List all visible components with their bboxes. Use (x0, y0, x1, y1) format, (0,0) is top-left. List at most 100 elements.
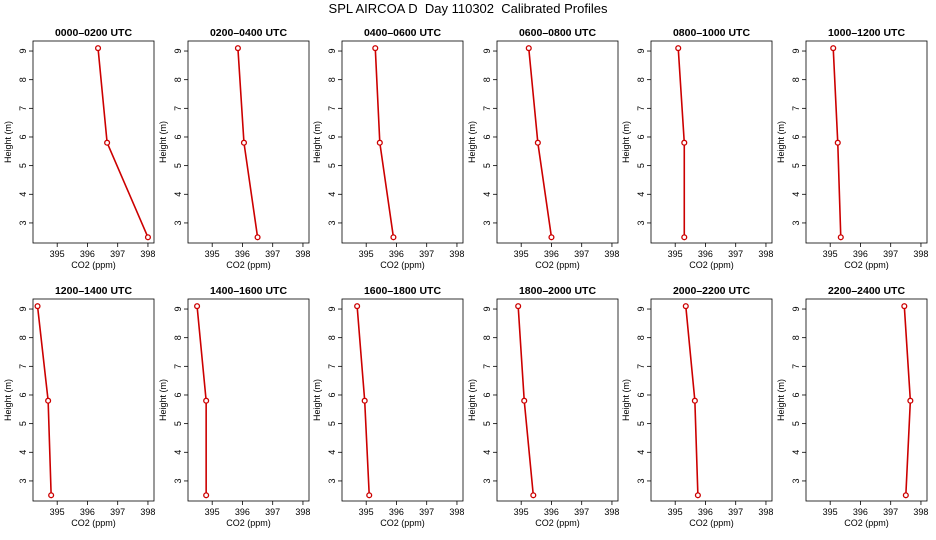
y-tick-label: 7 (482, 364, 492, 369)
y-tick-label: 5 (482, 421, 492, 426)
x-tick-label: 396 (389, 249, 404, 259)
y-tick-label: 5 (791, 421, 801, 426)
x-tick-label: 398 (604, 249, 619, 259)
x-tick-label: 395 (823, 507, 838, 517)
chart-title: 1400–1600 UTC (210, 285, 287, 297)
data-point (534, 139, 541, 146)
plot-frame (650, 298, 773, 502)
data-point (691, 397, 698, 404)
chart-title: 0800–1000 UTC (673, 27, 750, 39)
x-axis-label: CO2 (ppm) (689, 260, 734, 270)
chart-panel-3: 0400–0600 UTC 395 396 397 398 3 4 5 6 7 8 9 CO2 (ppm… (312, 27, 464, 270)
x-tick-label: 398 (140, 249, 155, 259)
y-tick-label: 8 (636, 335, 646, 340)
chart-title: 2000–2200 UTC (673, 285, 750, 297)
y-tick-label: 8 (791, 335, 801, 340)
data-point (675, 45, 682, 52)
y-tick-label: 6 (18, 134, 28, 139)
x-tick-label: 398 (913, 507, 928, 517)
y-tick-label: 4 (791, 192, 801, 197)
data-point (194, 303, 201, 310)
y-axis-label: Height (m) (3, 121, 13, 163)
y-tick-label: 3 (791, 478, 801, 483)
y-tick-label: 8 (791, 77, 801, 82)
data-point (907, 397, 914, 404)
data-point (366, 492, 373, 499)
y-tick-label: 4 (327, 450, 337, 455)
y-tick-label: 3 (173, 220, 183, 225)
chart-panel-10: 1800–2000 UTC 395 396 397 398 3 4 5 6 7 8 9 CO2 (ppm… (467, 285, 619, 528)
data-point (376, 139, 383, 146)
y-axis-label: Height (m) (776, 379, 786, 421)
chart-title: 1600–1800 UTC (364, 285, 441, 297)
y-tick-label: 9 (636, 307, 646, 312)
x-tick-label: 395 (668, 249, 683, 259)
y-tick-label: 9 (636, 49, 646, 54)
x-tick-label: 398 (913, 249, 928, 259)
x-tick-label: 396 (853, 249, 868, 259)
y-axis-label: Height (m) (467, 379, 477, 421)
plot-frame (496, 40, 619, 244)
y-tick-label: 8 (18, 335, 28, 340)
y-tick-label: 3 (18, 220, 28, 225)
chart-title: 0200–0400 UTC (210, 27, 287, 39)
y-tick-label: 6 (173, 134, 183, 139)
x-tick-label: 395 (514, 507, 529, 517)
data-point (34, 303, 41, 310)
data-point (390, 234, 397, 241)
y-tick-label: 8 (173, 77, 183, 82)
plot-frame (32, 298, 155, 502)
y-tick-label: 4 (482, 192, 492, 197)
x-tick-label: 395 (50, 249, 65, 259)
y-tick-label: 6 (636, 134, 646, 139)
y-tick-label: 7 (791, 364, 801, 369)
x-tick-label: 397 (728, 507, 743, 517)
chart-panel-11: 2000–2200 UTC 395 396 397 398 3 4 5 6 7 8 9 CO2 (ppm… (621, 285, 773, 528)
y-tick-label: 9 (327, 49, 337, 54)
y-axis-label: Height (m) (621, 379, 631, 421)
x-tick-label: 395 (205, 507, 220, 517)
y-tick-label: 5 (482, 163, 492, 168)
y-tick-label: 4 (636, 192, 646, 197)
y-tick-label: 8 (482, 77, 492, 82)
y-tick-label: 5 (327, 421, 337, 426)
chart-panel-12: 2200–2400 UTC 395 396 397 398 3 4 5 6 7 8 9 CO2 (ppm… (776, 285, 928, 528)
x-tick-label: 396 (235, 249, 250, 259)
x-tick-label: 396 (698, 249, 713, 259)
chart-panel-8: 1400–1600 UTC 395 396 397 398 3 4 5 6 7 8 9 CO2 (ppm… (158, 285, 310, 528)
y-tick-label: 7 (636, 364, 646, 369)
y-tick-label: 6 (791, 134, 801, 139)
x-axis-label: CO2 (ppm) (844, 518, 889, 528)
y-tick-label: 9 (18, 307, 28, 312)
data-point (354, 303, 361, 310)
x-tick-label: 396 (80, 249, 95, 259)
y-tick-label: 6 (327, 134, 337, 139)
data-point (548, 234, 555, 241)
y-tick-label: 8 (327, 77, 337, 82)
data-point (48, 492, 55, 499)
y-tick-label: 5 (18, 163, 28, 168)
y-tick-label: 5 (636, 421, 646, 426)
y-tick-label: 9 (791, 49, 801, 54)
x-tick-label: 396 (389, 507, 404, 517)
data-point (837, 234, 844, 241)
y-tick-label: 3 (327, 478, 337, 483)
data-point (682, 303, 689, 310)
x-tick-label: 395 (668, 507, 683, 517)
y-tick-label: 7 (791, 106, 801, 111)
plot-frame (32, 40, 155, 244)
x-axis-label: CO2 (ppm) (689, 518, 734, 528)
x-tick-label: 397 (110, 507, 125, 517)
y-tick-label: 9 (173, 307, 183, 312)
x-tick-label: 397 (265, 249, 280, 259)
x-tick-label: 397 (574, 249, 589, 259)
plot-frame (187, 298, 310, 502)
data-point (694, 492, 701, 499)
y-tick-label: 6 (173, 392, 183, 397)
x-tick-label: 396 (853, 507, 868, 517)
data-point (834, 139, 841, 146)
plot-frame (187, 40, 310, 244)
chart-title: 1800–2000 UTC (519, 285, 596, 297)
data-point (240, 139, 248, 146)
x-tick-label: 398 (758, 507, 773, 517)
